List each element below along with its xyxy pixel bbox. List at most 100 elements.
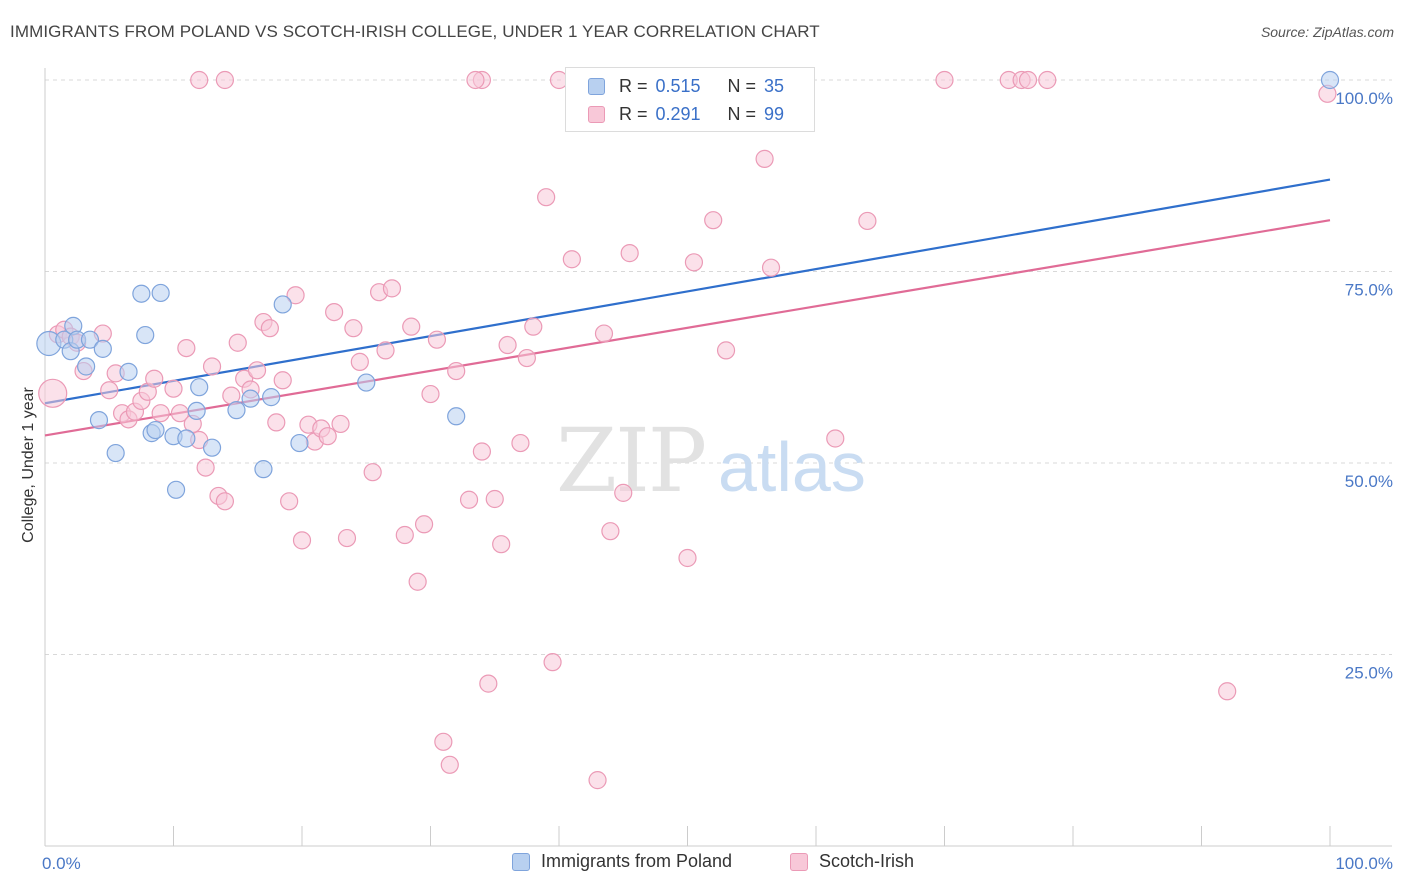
point-poland [119,362,138,381]
chart-source: Source: ZipAtlas.com [1260,24,1394,40]
point-poland [190,378,209,397]
point-scotch-irish [190,70,209,90]
chart-title: IMMIGRANTS FROM POLAND VS SCOTCH-IRISH C… [10,22,820,41]
point-scotch-irish [601,522,620,541]
point-scotch-irish [517,348,536,368]
point-poland [106,443,125,463]
point-scotch-irish [434,732,453,751]
point-poland [93,339,112,358]
point-scotch-irish [260,319,279,338]
point-poland [290,433,309,453]
point-scotch-irish [440,755,459,774]
point-scotch-irish [826,429,845,448]
legend-n-value: 99 [764,103,785,124]
point-scotch-irish [363,463,382,482]
axes [44,68,1392,847]
point-scotch-irish [459,490,479,509]
watermark: ZIP atlas [556,409,866,512]
y-tick-label: 75.0% [1345,281,1393,300]
bottom-legend-label-scotch: Scotch-Irish [819,851,915,871]
point-scotch-irish [325,302,344,322]
bottom-legend-poland: Immigrants from Poland [512,851,732,872]
point-scotch-irish [620,244,639,263]
point-scotch-irish [492,535,511,554]
point-scotch-irish [498,335,517,355]
legend-r-label: R = [619,75,648,96]
point-scotch-irish [177,339,196,358]
point-poland [357,373,376,392]
point-scotch-irish [280,492,299,511]
point-scotch-irish [202,357,222,376]
point-scotch-irish [614,483,633,502]
legend-row-scotch: R = 0.291 N = 99 [566,100,784,128]
point-scotch-irish [408,572,427,591]
point-poland [77,357,96,376]
point-scotch-irish [331,414,350,434]
point-scotch-irish [344,319,363,338]
bottom-legend-swatch-poland [512,852,530,871]
tick-labels: 25.0% 50.0% 75.0% 100.0% 0.0% 100.0% [42,89,1393,873]
point-scotch-irish [228,333,247,352]
point-scotch-irish [588,771,607,790]
point-poland [241,389,260,408]
x-tick-label: 100.0% [1335,854,1393,873]
point-scotch-irish [524,317,543,336]
point-scotch-irish [382,279,402,298]
point-poland [132,284,151,303]
point-scotch-irish [151,404,170,423]
point-scotch-irish [447,361,466,381]
point-poland [187,401,206,421]
point-scotch-irish [684,253,704,272]
point-scotch-irish [1218,682,1237,701]
point-scotch-irish [716,341,736,360]
point-scotch-irish [1038,70,1057,90]
point-poland [136,325,155,345]
point-scotch-irish [318,427,337,446]
point-poland [146,420,165,440]
point-poland [89,411,109,430]
y-tick-label: 25.0% [1345,664,1393,683]
point-scotch-irish [562,250,581,269]
point-scotch-irish [215,492,234,511]
point-scotch-irish [472,442,491,461]
point-poland [1320,70,1340,90]
point-poland [151,283,170,303]
legend-row-poland: R = 0.515 N = 35 [566,72,784,100]
legend-swatch-scotch [588,105,605,123]
legend-swatch-poland [588,77,605,95]
point-poland [447,407,466,426]
legend-r-label: R = [619,103,648,124]
point-scotch-irish [421,384,440,404]
point-scotch-irish [479,674,498,693]
point-poland [166,480,186,499]
point-scotch-irish [537,188,556,207]
point-poland [227,401,246,420]
point-scotch-irish [402,317,421,336]
legend-r-value: 0.515 [655,75,701,96]
point-scotch-irish [247,361,267,380]
bottom-legend-swatch-scotch [790,852,808,871]
point-scotch-irish [145,369,164,388]
point-scotch-irish [427,330,447,349]
point-scotch-irish [196,458,215,477]
point-poland [80,330,100,349]
y-tick-label: 50.0% [1345,472,1393,491]
point-scotch-irish [395,525,414,545]
point-scotch-irish [215,70,234,90]
point-poland [177,429,196,448]
point-scotch-irish [511,433,530,453]
point-scotch-irish [414,515,434,534]
point-scotch-irish [273,371,292,390]
point-scotch-irish [350,352,369,371]
point-scotch-irish [286,286,305,305]
point-poland [202,438,222,457]
point-scotch-irish [704,211,723,230]
y-tick-label: 100.0% [1335,89,1393,108]
legend-n-label: N = [727,75,757,96]
point-scotch-irish [376,341,395,360]
point-scotch-irish [164,379,183,398]
point-poland [273,295,292,314]
point-scotch-irish [858,211,877,231]
point-scotch-irish [761,258,781,277]
